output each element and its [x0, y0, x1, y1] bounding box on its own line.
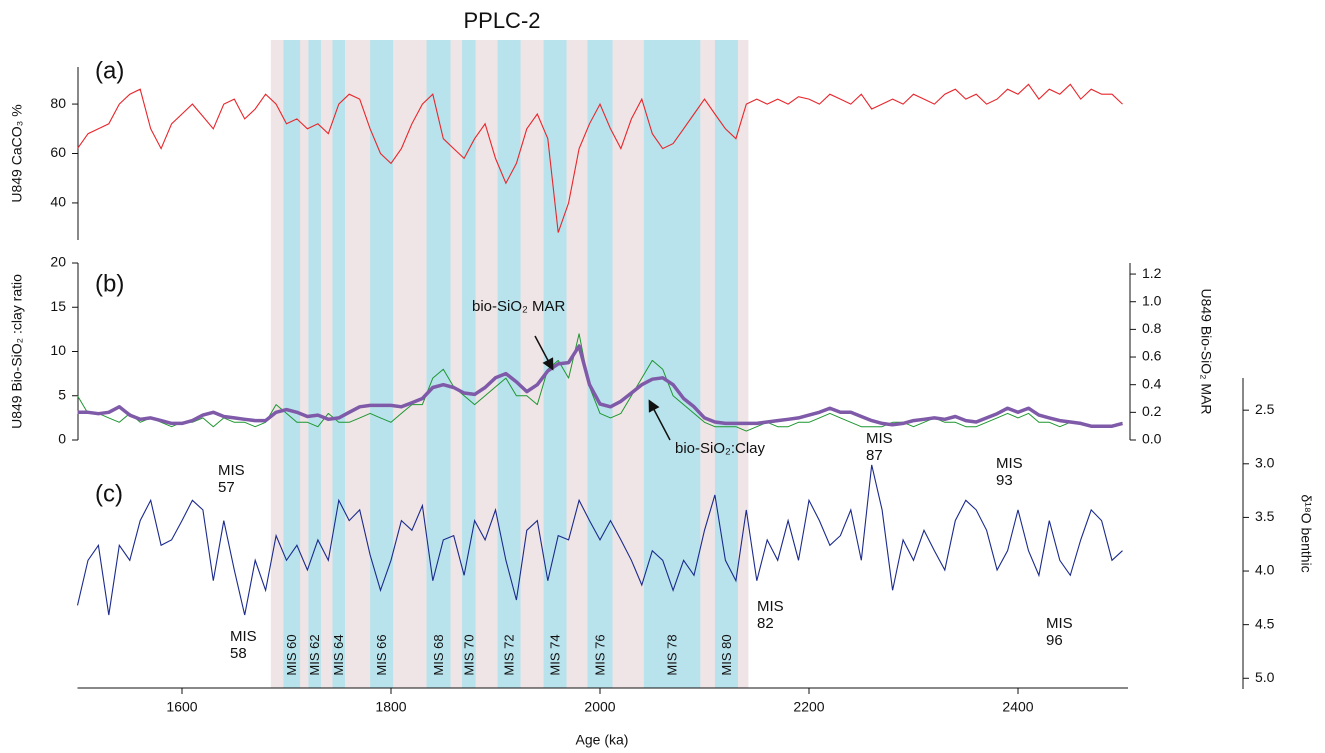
y-tick-label: 4.0: [1255, 562, 1275, 578]
y-tick-label: 4.5: [1255, 615, 1275, 631]
mis-annotation: MIS 82: [757, 598, 784, 632]
series-annotation: bio-SiO₂ MAR: [472, 298, 566, 315]
glacial-band: [332, 40, 346, 688]
y-tick-label: 2.5: [1255, 401, 1275, 417]
x-tick-label: 1600: [166, 699, 197, 715]
y-axis-label: U849 Bio-SiO₂ :clay ratio: [9, 274, 25, 429]
annotation-arrow: [534, 335, 554, 371]
mis-annotation: MIS 96: [1046, 615, 1073, 649]
glacial-band: [714, 40, 738, 688]
data-line: [77, 83, 1123, 233]
band-label: MIS 78: [665, 634, 680, 675]
x-tick-label: 2000: [584, 699, 615, 715]
y2-axis-label: U849 Bio-SiO₂ MAR: [1198, 288, 1214, 414]
y-tick-label: 20: [50, 254, 66, 270]
glacial-band: [283, 40, 301, 688]
glacial-band: [462, 40, 476, 688]
glacial-band: [308, 40, 321, 688]
y-tick-label: 3.0: [1255, 454, 1275, 470]
data-line: [77, 333, 1123, 432]
x-tick-label: 2200: [793, 699, 824, 715]
y-tick-label: 0.4: [1142, 375, 1162, 391]
y-tick-label: 0.6: [1142, 348, 1162, 364]
panel-label: (a): [95, 57, 124, 84]
y-tick-label: 15: [50, 298, 66, 314]
y-tick-label: 0.8: [1142, 320, 1162, 336]
glacial-band: [426, 40, 451, 688]
y-tick-label: 5: [58, 386, 66, 402]
data-line: [77, 344, 1123, 428]
y-tick-label: 0: [58, 431, 66, 447]
y-tick-label: 10: [50, 342, 66, 358]
mis-annotation: MIS 57: [218, 462, 245, 496]
mis-annotation: MIS 87: [866, 430, 893, 464]
glacial-band: [587, 40, 613, 688]
y-tick-label: 0.0: [1142, 431, 1162, 447]
annotation-arrow: [648, 399, 671, 441]
y-tick-label: 40: [50, 194, 66, 210]
panel-label: (c): [95, 480, 123, 507]
series-annotation: bio-SiO₂:Clay: [675, 440, 766, 457]
shading-layer: [270, 40, 749, 688]
x-tick-label: 1800: [375, 699, 406, 715]
y-tick-label: 60: [50, 144, 66, 160]
y-tick-label: 0.2: [1142, 403, 1162, 419]
band-label: MIS 68: [431, 634, 446, 675]
x-tick-label: 2400: [1002, 699, 1033, 715]
glacial-band: [643, 40, 701, 688]
band-label: MIS 72: [502, 634, 517, 675]
y-axis-label: δ¹⁸O benthic: [1298, 494, 1314, 572]
band-label: MIS 80: [719, 634, 734, 675]
band-label: MIS 70: [461, 634, 476, 675]
chart-title: PPLC-2: [463, 8, 540, 33]
band-label: MIS 62: [307, 634, 322, 675]
glacial-band: [370, 40, 394, 688]
band-label: MIS 64: [331, 634, 346, 675]
y-tick-label: 80: [50, 95, 66, 111]
mis-annotation: MIS 58: [230, 628, 257, 662]
mis-annotation: MIS 93: [996, 455, 1023, 489]
data-line: [76, 464, 1123, 616]
y-tick-label: 3.5: [1255, 508, 1275, 524]
glacial-band: [497, 40, 521, 688]
band-label: MIS 60: [284, 634, 299, 675]
y-tick-label: 1.0: [1142, 292, 1162, 308]
band-label: MIS 66: [374, 634, 389, 675]
band-label: MIS 74: [548, 634, 563, 675]
y-tick-label: 5.0: [1255, 669, 1275, 685]
y-axis-label: U849 CaCO₃ %: [9, 104, 25, 202]
panel-label: (b): [95, 270, 124, 297]
band-label: MIS 76: [592, 634, 607, 675]
x-axis-label: Age (ka): [576, 732, 629, 748]
y-tick-label: 1.2: [1142, 265, 1162, 281]
